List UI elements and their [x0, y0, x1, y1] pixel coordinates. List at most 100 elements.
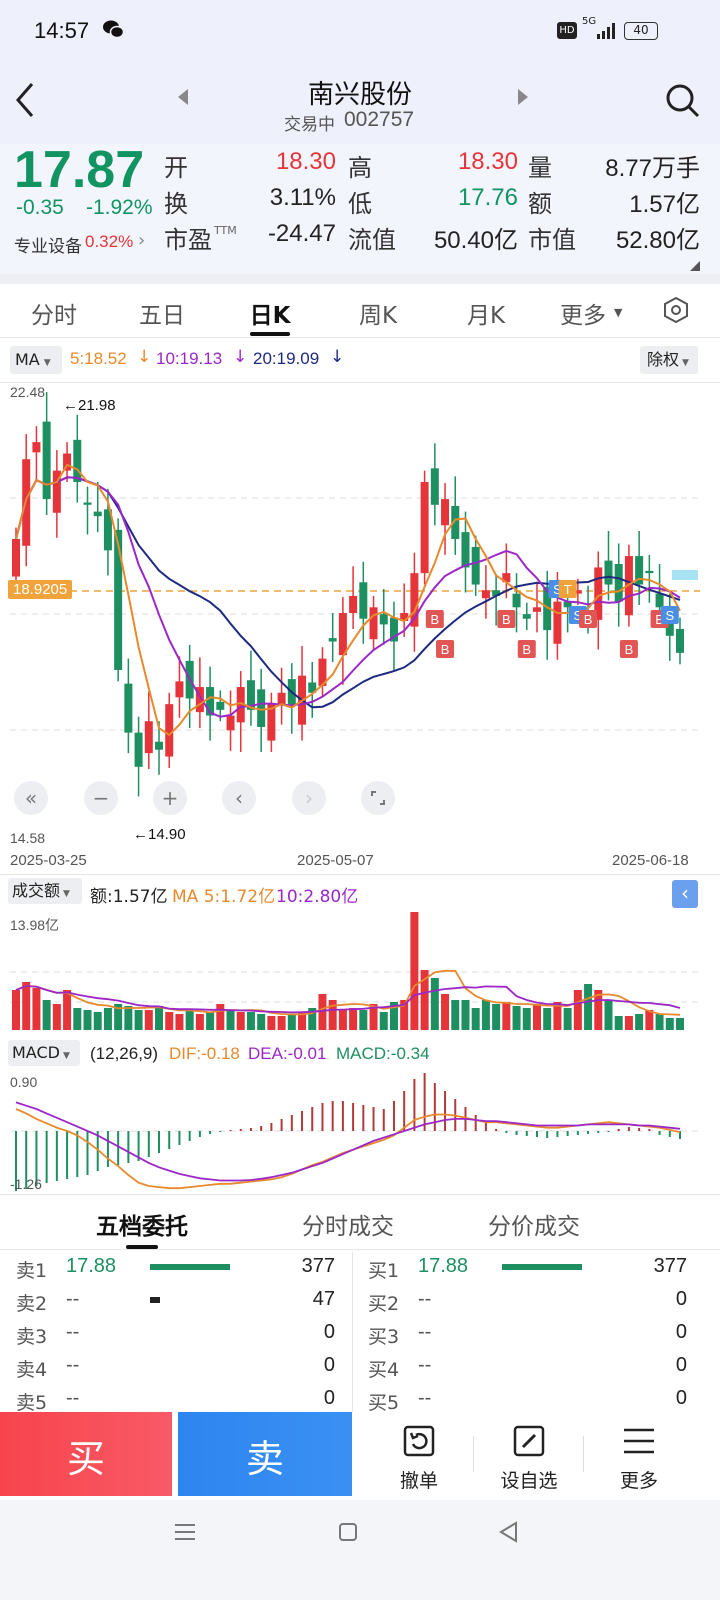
- order-price: --: [418, 1288, 432, 1310]
- fullscreen-icon[interactable]: [361, 781, 395, 815]
- order-tabs: 五档委托 分时成交 分价成交: [0, 1194, 720, 1250]
- sector-name[interactable]: 专业设备: [14, 237, 82, 257]
- buy-button[interactable]: 买: [0, 1412, 172, 1496]
- tab-weekly-k[interactable]: 周K: [358, 303, 398, 329]
- macd-params: (12,26,9): [90, 1044, 159, 1063]
- order-quantity: 377: [653, 1255, 687, 1277]
- volume-bar: [512, 1006, 521, 1030]
- tab-more[interactable]: 更多: [560, 303, 606, 329]
- order-level-label: 卖1: [16, 1260, 48, 1282]
- tab-price-trades[interactable]: 分价成交: [488, 1214, 580, 1240]
- order-quantity: 0: [323, 1387, 335, 1409]
- tab-time-trades[interactable]: 分时成交: [302, 1214, 394, 1240]
- tab-active-indicator: [126, 1245, 158, 1249]
- trade-signal-text: B: [502, 612, 511, 627]
- back-icon[interactable]: [12, 80, 38, 124]
- back-nav-icon[interactable]: [498, 1521, 518, 1543]
- jump-start-icon[interactable]: «: [14, 781, 48, 815]
- settings-hexagon-icon[interactable]: [662, 296, 690, 328]
- candle-body: [451, 505, 460, 539]
- status-time: 14:57: [34, 18, 90, 43]
- volume-bar: [614, 1016, 623, 1030]
- pan-right-icon[interactable]: ›: [292, 781, 326, 815]
- candle-body: [195, 687, 204, 713]
- buy-level-3[interactable]: 买3 -- 0: [352, 1318, 697, 1351]
- home-icon[interactable]: [338, 1522, 358, 1542]
- adjust-selector[interactable]: 除权 ▼: [640, 346, 698, 374]
- volume-bar: [257, 1014, 266, 1030]
- volume-bar: [594, 990, 603, 1030]
- tab-daily-k[interactable]: 日K: [249, 303, 291, 329]
- cancel-order-button[interactable]: 撤单: [364, 1412, 474, 1496]
- caret-down-icon: ▼: [43, 358, 51, 368]
- candle-body: [676, 628, 684, 653]
- sell-level-3[interactable]: 卖3 -- 0: [0, 1318, 345, 1351]
- sector-pct[interactable]: 0.32%: [85, 232, 134, 251]
- indicator-selector[interactable]: MA ▼: [10, 346, 62, 374]
- trade-signal-text: B: [441, 642, 450, 657]
- expand-corner-icon[interactable]: [690, 256, 700, 275]
- tab-monthly-k[interactable]: 月K: [466, 303, 506, 329]
- buy-level-4[interactable]: 买4 -- 0: [352, 1351, 697, 1384]
- order-depth-bar: [150, 1297, 160, 1303]
- candle-body: [441, 499, 450, 526]
- sell-level-4[interactable]: 卖4 -- 0: [0, 1351, 345, 1384]
- volume-bar: [318, 994, 327, 1030]
- macd-selector[interactable]: MACD ▼: [8, 1040, 80, 1066]
- sell-level-2[interactable]: 卖2 -- 47: [0, 1285, 345, 1318]
- add-watchlist-button[interactable]: 设自选: [474, 1412, 584, 1496]
- volume-bar: [451, 1000, 460, 1030]
- volume-bar: [461, 1000, 470, 1030]
- indicator-label: MA: [15, 350, 40, 369]
- sell-button[interactable]: 卖: [178, 1412, 352, 1496]
- trade-signal-B: [517, 640, 536, 658]
- open-label: 开: [164, 154, 188, 182]
- volume-bar: [492, 1004, 501, 1030]
- arrow-down-icon: ↓: [137, 347, 152, 367]
- volume-bar: [298, 1012, 307, 1030]
- volume-bar: [584, 984, 593, 1030]
- candle-body: [665, 614, 674, 636]
- next-stock-icon[interactable]: [516, 88, 530, 110]
- candle-body: [400, 613, 409, 621]
- volume-selector[interactable]: 成交额 ▼: [8, 878, 82, 904]
- pan-left-icon[interactable]: ‹: [222, 781, 256, 815]
- order-quantity: 0: [675, 1288, 687, 1310]
- zoom-in-icon[interactable]: +: [153, 781, 187, 815]
- search-icon[interactable]: [664, 82, 700, 122]
- volume-y-top: 13.98亿: [10, 917, 60, 933]
- more-button[interactable]: 更多: [584, 1412, 694, 1496]
- tab-order-book[interactable]: 五档委托: [96, 1214, 188, 1240]
- sell-level-5[interactable]: 卖5 -- 0: [0, 1384, 345, 1417]
- macd-chart: [10, 1073, 700, 1191]
- buy-level-1[interactable]: 买1 17.88 377: [352, 1252, 697, 1285]
- volume-bar: [22, 982, 31, 1030]
- volume-bar: [532, 1004, 541, 1030]
- candle-body: [308, 682, 317, 693]
- collapse-panel-icon[interactable]: ‹: [672, 880, 698, 908]
- candle-body: [430, 468, 439, 505]
- tab-intraday[interactable]: 分时: [31, 303, 77, 329]
- candle-body: [103, 509, 112, 551]
- buy-level-5[interactable]: 买5 -- 0: [352, 1384, 697, 1417]
- sell-button-label: 卖: [245, 1437, 284, 1481]
- volume-label: 量: [528, 154, 552, 182]
- candle-body: [379, 614, 388, 625]
- volume-bar: [206, 1012, 215, 1030]
- mcap-value: 52.80亿: [615, 227, 700, 254]
- ma10-legend: 10:19.13: [156, 349, 223, 368]
- price-change: -0.35: [16, 196, 64, 219]
- prev-stock-icon[interactable]: [176, 88, 190, 110]
- recent-apps-icon[interactable]: [174, 1522, 196, 1542]
- zoom-out-icon[interactable]: −: [84, 781, 118, 815]
- hd-badge: HD: [557, 22, 577, 39]
- battery-icon: 40: [624, 22, 658, 40]
- sell-level-1[interactable]: 卖1 17.88 377: [0, 1252, 345, 1285]
- chevron-right-icon[interactable]: ›: [138, 230, 146, 251]
- tab-five-day[interactable]: 五日: [139, 303, 185, 329]
- volume-bar: [32, 988, 41, 1030]
- buy-level-2[interactable]: 买2 -- 0: [352, 1285, 697, 1318]
- candle-body: [226, 715, 235, 731]
- trade-signal-text: B: [430, 612, 439, 627]
